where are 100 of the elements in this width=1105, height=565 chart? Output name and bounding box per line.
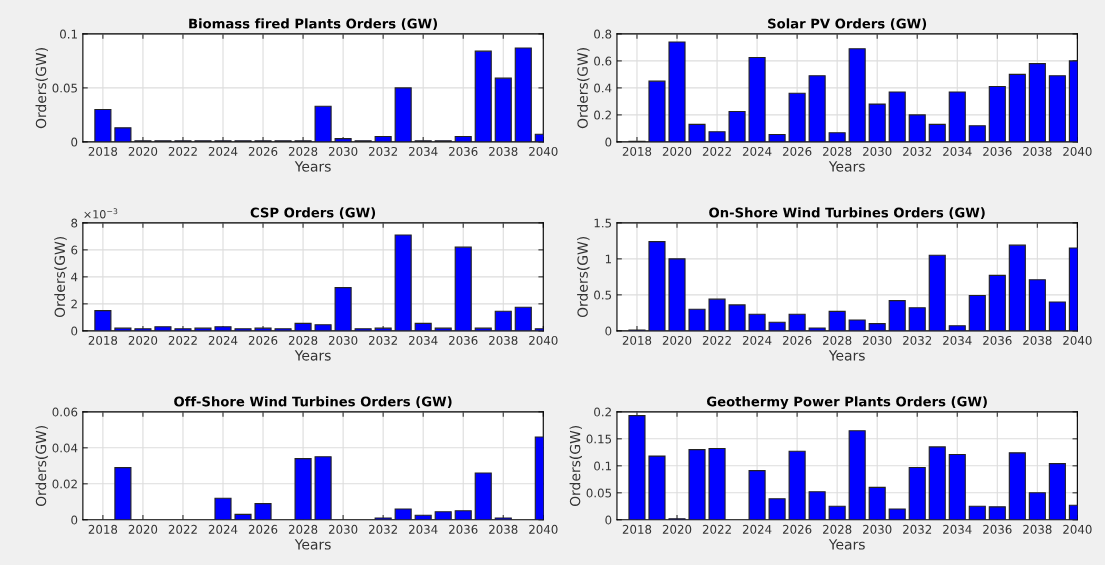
x-tick-label: 2036 <box>983 524 1012 534</box>
x-tick-label: 2040 <box>529 335 558 345</box>
bar <box>648 80 666 142</box>
bar <box>968 505 986 520</box>
x-axis-title: Years <box>828 350 865 361</box>
bar <box>454 246 472 331</box>
bar <box>828 132 846 142</box>
bar <box>788 313 806 331</box>
bar <box>314 105 332 142</box>
x-tick-label: 2030 <box>863 524 892 534</box>
bar <box>708 447 726 520</box>
y-tick-label: 4 <box>71 272 78 282</box>
bar <box>374 135 392 142</box>
bar <box>848 319 866 331</box>
bar <box>514 47 532 142</box>
bar <box>394 508 412 520</box>
bar <box>728 304 746 331</box>
bar <box>114 467 132 520</box>
x-tick-label: 2022 <box>702 146 731 156</box>
x-tick-label: 2030 <box>328 335 358 345</box>
bar <box>648 455 666 520</box>
x-tick-label: 2030 <box>328 146 358 156</box>
x-tick-label: 2038 <box>1023 146 1052 156</box>
x-tick-label: 2020 <box>128 335 158 345</box>
bar <box>988 274 1006 331</box>
bar <box>1028 63 1046 142</box>
bar <box>494 310 512 331</box>
bar <box>968 295 986 331</box>
x-tick-label: 2018 <box>622 146 652 156</box>
bar <box>214 326 232 331</box>
x-tick-label: 2026 <box>248 146 278 156</box>
bar <box>474 50 492 142</box>
bar <box>768 133 786 142</box>
y-tick-label: 0.04 <box>52 443 78 453</box>
bar <box>888 91 906 142</box>
x-axis-title: Years <box>828 539 865 550</box>
bar <box>394 87 412 142</box>
x-tick-label: 2020 <box>662 146 692 156</box>
bar <box>688 449 706 520</box>
y-tick-label: 0.15 <box>586 434 612 444</box>
x-tick-label: 2024 <box>208 524 238 534</box>
text: ×10$^{−3}$ <box>84 208 118 219</box>
bar <box>94 310 112 331</box>
x-tick-label: 2018 <box>622 335 652 345</box>
bar <box>928 254 946 331</box>
chart-title: On-Shore Wind Turbines Orders (GW) <box>709 207 985 220</box>
x-tick-label: 2036 <box>449 146 478 156</box>
x-tick-label: 2032 <box>368 146 397 156</box>
x-tick-label: 2026 <box>248 524 278 534</box>
y-tick-label: 0.05 <box>52 83 77 93</box>
bar <box>1028 492 1046 520</box>
x-tick-label: 2030 <box>328 524 358 534</box>
bar <box>908 307 926 331</box>
x-tick-label: 2036 <box>983 146 1012 156</box>
y-tick-label: 0.1 <box>594 461 612 471</box>
bar <box>314 324 332 331</box>
y-tick-label: 0 <box>605 515 612 525</box>
x-tick-label: 2034 <box>943 335 972 345</box>
y-tick-label: 1 <box>605 254 612 264</box>
bar <box>114 127 132 142</box>
x-tick-label: 2038 <box>1023 524 1052 534</box>
x-axis-title: Years <box>294 539 331 550</box>
bar <box>988 506 1006 520</box>
bar <box>1008 244 1026 331</box>
bar <box>254 327 272 331</box>
bar <box>768 498 786 520</box>
x-tick-label: 2030 <box>863 335 892 345</box>
bar <box>688 123 706 142</box>
y-tick-label: 0.4 <box>594 83 612 93</box>
bar <box>1008 452 1026 520</box>
x-tick-label: 2036 <box>449 524 478 534</box>
y-axis-title: Orders(GW) <box>569 425 582 507</box>
bar <box>848 48 866 142</box>
bar <box>374 327 392 331</box>
y-tick-label: 6 <box>71 245 78 255</box>
x-tick-label: 2040 <box>1063 335 1092 345</box>
bar <box>928 123 946 142</box>
x-tick-label: 2026 <box>782 146 812 156</box>
x-tick-label: 2024 <box>208 146 238 156</box>
x-axis-title: Years <box>294 350 331 361</box>
x-tick-label: 2028 <box>823 335 852 345</box>
y-axis-title: Orders(GW) <box>577 48 590 129</box>
bar <box>514 306 532 331</box>
bar <box>788 450 806 520</box>
bar <box>688 308 706 331</box>
bar <box>648 241 666 331</box>
bar <box>948 453 966 520</box>
x-tick-label: 2020 <box>662 524 692 534</box>
bar <box>748 470 766 520</box>
y-tick-label: 0.05 <box>586 488 612 498</box>
bar <box>748 56 766 142</box>
y-axis-title: Orders(GW) <box>35 425 48 507</box>
y-tick-label: 0 <box>71 326 78 336</box>
x-tick-label: 2034 <box>943 146 972 156</box>
bar <box>474 327 492 331</box>
bar <box>454 135 472 142</box>
x-tick-label: 2034 <box>943 524 972 534</box>
bar <box>1028 279 1046 331</box>
bar <box>988 85 1006 142</box>
x-tick-label: 2036 <box>449 335 478 345</box>
